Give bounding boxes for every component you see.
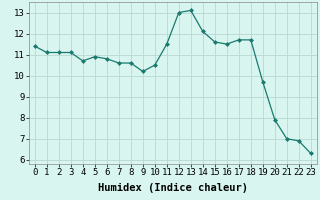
X-axis label: Humidex (Indice chaleur): Humidex (Indice chaleur) [98, 183, 248, 193]
